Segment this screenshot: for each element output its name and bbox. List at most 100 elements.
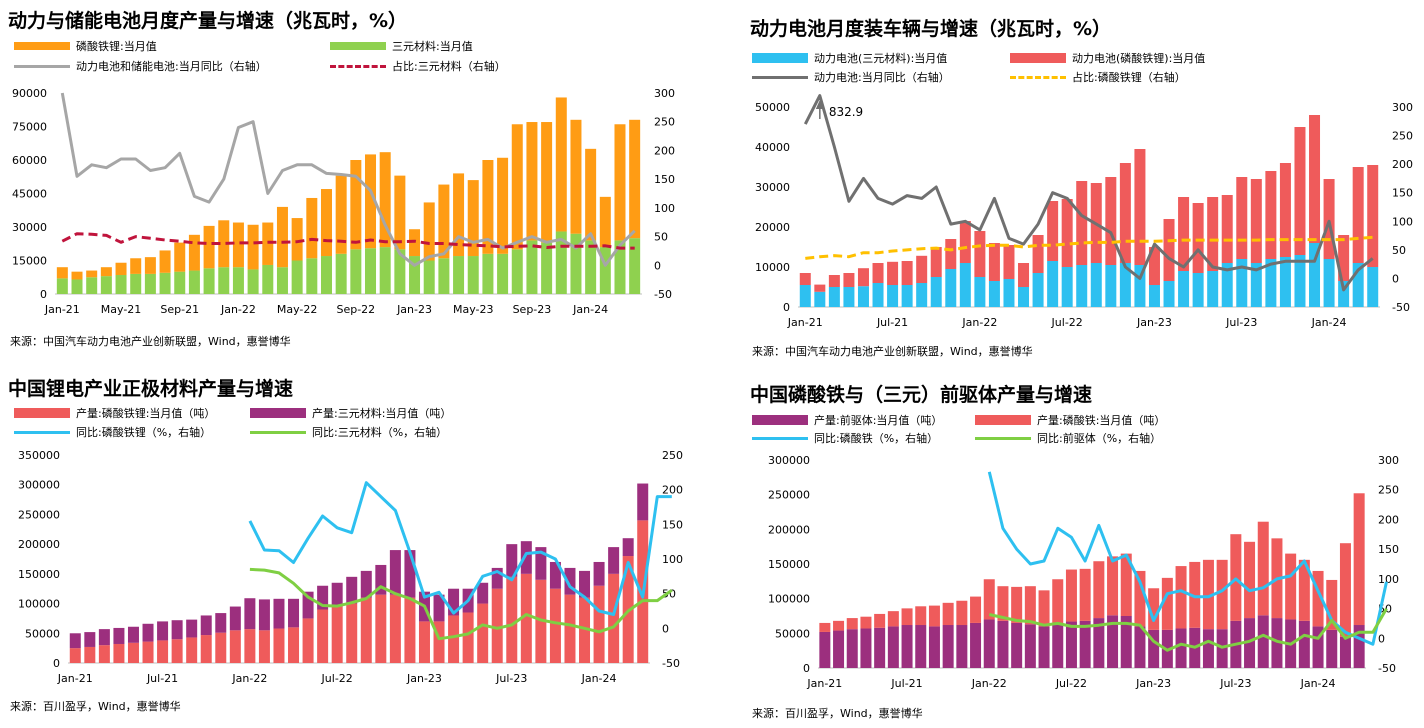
line-series-1	[805, 235, 1373, 260]
bar	[218, 220, 230, 268]
bar	[1018, 263, 1030, 287]
left-axis-tick-label: 350000	[18, 449, 60, 462]
bar	[585, 148, 597, 241]
x-axis-tick-label: May-21	[101, 303, 142, 316]
bar	[302, 591, 314, 619]
bar	[317, 585, 329, 610]
bar	[593, 561, 605, 586]
bar	[828, 287, 840, 307]
chart4-legend-item-fepo4: 产量:磷酸铁:当月值（吨）	[975, 412, 1165, 428]
bar	[1134, 265, 1146, 307]
bar	[1285, 553, 1297, 620]
bar	[244, 598, 256, 630]
bar	[526, 122, 538, 241]
x-axis-tick-label: Jan-22	[971, 677, 1007, 690]
bar	[819, 631, 831, 668]
left-axis-tick-label: 200000	[18, 538, 60, 551]
bar	[360, 597, 372, 663]
bar	[346, 603, 358, 663]
bar	[482, 160, 494, 254]
bar	[506, 576, 518, 663]
bar	[71, 279, 83, 294]
x-axis-tick-label: Jan-23	[396, 303, 432, 316]
bar	[622, 538, 634, 557]
bar	[113, 627, 125, 644]
chart2-title: 动力电池月度装车辆与增速（兆瓦时，%）	[750, 18, 1112, 40]
bar	[389, 550, 401, 595]
right-axis-tick-label: 50	[654, 231, 668, 244]
bar	[144, 273, 156, 294]
line-series-0	[248, 481, 672, 616]
bar	[232, 267, 244, 294]
chart1-source: 来源：中国汽车动力电池产业创新联盟，Wind，惠誉博华	[10, 335, 291, 348]
bar	[1161, 577, 1173, 630]
left-axis-tick-label: 0	[40, 288, 47, 301]
bar	[1309, 243, 1321, 307]
left-axis-tick-label: 30000	[12, 221, 47, 234]
right-axis-tick-label: 150	[662, 518, 683, 531]
bar	[232, 222, 244, 268]
bar	[520, 573, 532, 663]
chart1-legend-item-yoy: 动力电池和储能电池:当月同比（右轴）	[14, 58, 267, 74]
x-axis-tick-label: Jul-23	[1219, 677, 1251, 690]
left-axis: 0 50000 100000 150000 200000 250000 300000 3500…	[18, 449, 60, 670]
legend-label: 同比:磷酸铁（%，右轴）	[814, 432, 939, 445]
bar	[203, 268, 215, 294]
bar	[983, 579, 995, 620]
bar	[928, 605, 940, 627]
chart4-legend-item-precursor-yoy: 同比:前驱体（%，右轴）	[975, 430, 1161, 446]
left-axis-tick-label: 10000	[755, 261, 790, 274]
x-axis-tick-label: Jan-21	[44, 303, 80, 316]
bar	[1065, 569, 1077, 622]
bar	[1323, 259, 1335, 307]
left-axis: 0 15000 30000 45000 60000 75000 90000	[12, 87, 47, 301]
legend-swatch	[975, 415, 1031, 425]
x-axis-tick-label: Jan-24	[581, 672, 617, 685]
bar	[69, 648, 81, 663]
bar	[959, 221, 971, 263]
bar	[1105, 265, 1117, 307]
left-axis-tick-label: 300000	[18, 479, 60, 492]
x-axis-tick-label: Jul-23	[1225, 316, 1257, 329]
bar	[142, 641, 154, 663]
bar	[1338, 235, 1350, 281]
bar	[291, 218, 303, 261]
x-axis-tick-label: Jan-23	[1135, 677, 1171, 690]
bar	[887, 285, 899, 307]
bar	[350, 160, 362, 250]
bar	[1250, 179, 1262, 263]
bar	[1279, 257, 1291, 307]
bar	[1003, 279, 1015, 307]
left-axis-tick-label: 100000	[768, 593, 810, 606]
legend-label: 同比:磷酸铁锂（%，右轴）	[76, 426, 212, 439]
bar	[84, 632, 96, 647]
legend-swatch	[1010, 53, 1066, 63]
chart1-legend-item-ncm: 三元材料:当月值	[330, 38, 473, 54]
bar	[974, 277, 986, 307]
bar	[1257, 521, 1269, 616]
bar	[1018, 287, 1030, 307]
bar	[497, 253, 509, 294]
chart2-source: 来源：中国汽车动力电池产业创新联盟，Wind，惠誉博华	[752, 345, 1033, 358]
left-axis-tick-label: 250000	[768, 489, 810, 502]
legend-swatch	[250, 408, 306, 418]
left-axis-tick-label: 250000	[18, 508, 60, 521]
bar	[593, 585, 605, 663]
x-axis-tick-label: Jul-23	[495, 672, 527, 685]
bar	[970, 622, 982, 668]
x-axis-tick-label: Jul-22	[1051, 316, 1083, 329]
bar	[1107, 615, 1119, 668]
bar	[288, 598, 300, 628]
bar	[1011, 622, 1023, 668]
bar	[843, 287, 855, 307]
bar	[1076, 265, 1088, 307]
bar	[200, 615, 212, 636]
left-axis-tick-label: 100000	[18, 598, 60, 611]
legend-label: 同比:三元材料（%，右轴）	[312, 426, 448, 439]
bar	[564, 594, 576, 663]
x-axis-tick-label: Jan-24	[1311, 316, 1347, 329]
left-axis-tick-label: 15000	[12, 255, 47, 268]
bar	[215, 613, 227, 633]
bar	[541, 122, 553, 243]
bar	[127, 626, 139, 643]
